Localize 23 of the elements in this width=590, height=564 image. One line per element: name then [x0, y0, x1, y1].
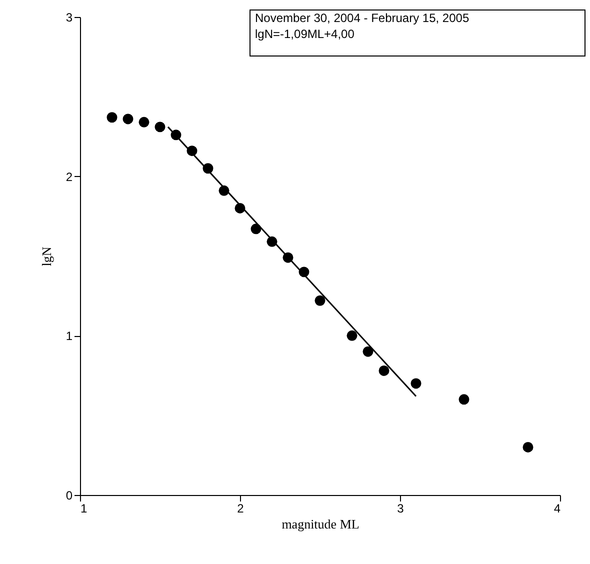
y-tick-label: 2: [66, 170, 73, 184]
x-axis-title: magnitude ML: [282, 516, 360, 532]
point: [314, 295, 326, 306]
point: [154, 122, 166, 132]
point: [106, 112, 118, 123]
point: [522, 442, 534, 452]
point: [122, 114, 134, 124]
x-tick-label: 1: [80, 502, 88, 516]
point: [378, 365, 390, 376]
x-tick-label: 3: [397, 502, 404, 516]
point: [346, 330, 358, 341]
annotation: lgN=-1,09ML+4,00: [255, 27, 355, 41]
x-tick-label: 4: [554, 502, 561, 516]
annotation: November 30, 2004 - February 15, 2005: [255, 11, 470, 25]
y-tick-label: 0: [66, 488, 73, 502]
point: [458, 394, 470, 405]
point: [138, 116, 150, 128]
point: [362, 346, 374, 357]
y-tick-label: 3: [66, 10, 73, 24]
point: [410, 378, 422, 389]
y-tick-label: 1: [66, 329, 73, 344]
y-axis-title: lgN: [38, 246, 54, 266]
x-tick-label: 2: [237, 502, 244, 516]
